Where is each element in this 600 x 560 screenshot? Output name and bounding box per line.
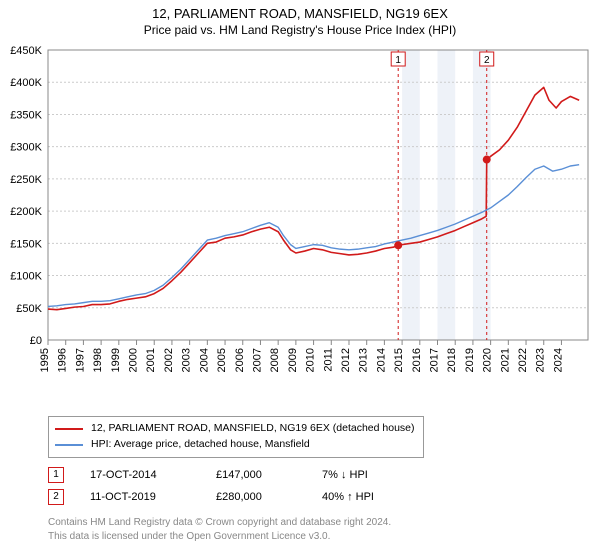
- legend-label: 12, PARLIAMENT ROAD, MANSFIELD, NG19 6EX…: [91, 421, 415, 437]
- svg-text:1995: 1995: [39, 348, 51, 372]
- svg-text:2016: 2016: [411, 348, 423, 372]
- transaction-row: 2 11-OCT-2019 £280,000 40% ↑ HPI: [48, 486, 412, 508]
- svg-text:2012: 2012: [340, 348, 352, 372]
- svg-text:£250K: £250K: [10, 174, 42, 186]
- svg-text:2001: 2001: [145, 348, 157, 372]
- svg-text:1999: 1999: [110, 348, 122, 372]
- svg-text:2018: 2018: [446, 348, 458, 372]
- svg-text:£350K: £350K: [10, 109, 42, 121]
- legend-item: HPI: Average price, detached house, Mans…: [55, 437, 415, 453]
- transaction-marker: 1: [48, 467, 64, 483]
- footer-line2: This data is licensed under the Open Gov…: [48, 530, 391, 544]
- transaction-price: £147,000: [216, 469, 296, 481]
- svg-text:2009: 2009: [287, 348, 299, 372]
- footer: Contains HM Land Registry data © Crown c…: [48, 516, 391, 543]
- svg-text:2007: 2007: [251, 348, 263, 372]
- chart-container: 12, PARLIAMENT ROAD, MANSFIELD, NG19 6EX…: [0, 0, 600, 560]
- svg-text:£200K: £200K: [10, 206, 42, 218]
- svg-text:2019: 2019: [464, 348, 476, 372]
- svg-text:1996: 1996: [57, 348, 69, 372]
- transaction-date: 17-OCT-2014: [90, 469, 190, 481]
- transaction-pct: 40% ↑ HPI: [322, 491, 412, 503]
- svg-text:2014: 2014: [375, 348, 387, 372]
- page-title: 12, PARLIAMENT ROAD, MANSFIELD, NG19 6EX: [0, 0, 600, 21]
- svg-text:2005: 2005: [216, 348, 228, 372]
- svg-text:2000: 2000: [128, 348, 140, 372]
- svg-text:2020: 2020: [482, 348, 494, 372]
- svg-text:2: 2: [484, 55, 490, 66]
- transaction-date: 11-OCT-2019: [90, 491, 190, 503]
- transaction-row: 1 17-OCT-2014 £147,000 7% ↓ HPI: [48, 464, 412, 486]
- svg-text:2013: 2013: [358, 348, 370, 372]
- page-subtitle: Price paid vs. HM Land Registry's House …: [0, 21, 600, 37]
- chart-svg: £0 £50K £100K £150K £200K £250K £300K £350K £400…: [0, 40, 600, 410]
- svg-text:1: 1: [395, 55, 401, 66]
- svg-text:2023: 2023: [535, 348, 547, 372]
- svg-text:2010: 2010: [305, 348, 317, 372]
- svg-text:£300K: £300K: [10, 142, 42, 154]
- svg-text:2003: 2003: [181, 348, 193, 372]
- legend-swatch: [55, 444, 83, 446]
- footer-line1: Contains HM Land Registry data © Crown c…: [48, 516, 391, 530]
- svg-text:2002: 2002: [163, 348, 175, 372]
- legend-label: HPI: Average price, detached house, Mans…: [91, 437, 310, 453]
- transactions-table: 1 17-OCT-2014 £147,000 7% ↓ HPI 2 11-OCT-2019…: [48, 464, 412, 508]
- legend-swatch: [55, 428, 83, 430]
- transaction-price: £280,000: [216, 491, 296, 503]
- legend-item: 12, PARLIAMENT ROAD, MANSFIELD, NG19 6EX…: [55, 421, 415, 437]
- transaction-marker: 2: [48, 489, 64, 505]
- svg-text:£0: £0: [30, 335, 42, 347]
- svg-text:2021: 2021: [499, 348, 511, 372]
- svg-text:2017: 2017: [429, 348, 441, 372]
- svg-text:2004: 2004: [198, 348, 210, 372]
- legend: 12, PARLIAMENT ROAD, MANSFIELD, NG19 6EX…: [48, 416, 424, 458]
- svg-text:£450K: £450K: [10, 45, 42, 57]
- svg-text:2008: 2008: [269, 348, 281, 372]
- svg-text:£100K: £100K: [10, 271, 42, 283]
- svg-text:£50K: £50K: [16, 303, 42, 315]
- svg-text:2015: 2015: [393, 348, 405, 372]
- svg-text:£150K: £150K: [10, 238, 42, 250]
- svg-text:2024: 2024: [552, 348, 564, 372]
- svg-text:1997: 1997: [74, 348, 86, 372]
- chart: £0 £50K £100K £150K £200K £250K £300K £350K £400…: [0, 40, 600, 410]
- svg-text:2022: 2022: [517, 348, 529, 372]
- transaction-pct: 7% ↓ HPI: [322, 469, 412, 481]
- svg-text:2011: 2011: [322, 348, 334, 372]
- svg-text:£400K: £400K: [10, 77, 42, 89]
- svg-text:1998: 1998: [92, 348, 104, 372]
- svg-text:2006: 2006: [234, 348, 246, 372]
